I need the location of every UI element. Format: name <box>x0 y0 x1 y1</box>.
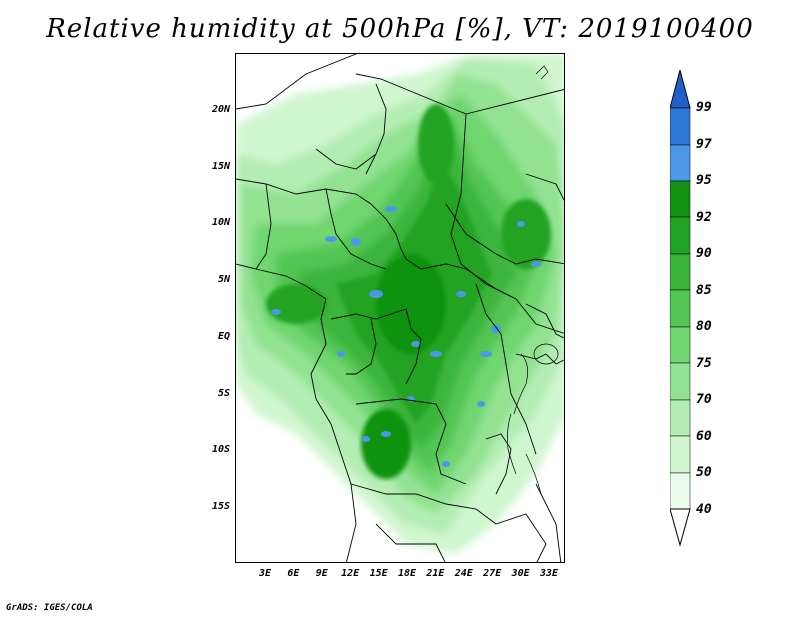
lon-tick-label: 3E <box>258 568 272 579</box>
lon-tick-label: 9E <box>315 568 328 579</box>
colorbar-band-75-80 <box>670 326 691 364</box>
lon-tick-label: 18E <box>397 568 417 579</box>
colorbar-band-60-70 <box>670 399 691 437</box>
colorbar-band-50-60 <box>670 435 691 474</box>
colorbar-arrow-bottom <box>670 508 691 547</box>
lon-tick-label: 30E <box>511 568 530 579</box>
lon-tick-label: 12E <box>341 568 360 579</box>
rh-shade-90 <box>501 199 551 269</box>
lat-tick-label: 10S <box>211 444 230 456</box>
lake-outlines <box>507 65 559 495</box>
lat-tick-label: 15N <box>211 160 230 172</box>
colorbar-level-label: 70 <box>696 392 712 407</box>
colorbar-band-70-75 <box>670 362 691 401</box>
colorbar-level-label: 75 <box>696 355 712 371</box>
lon-tick-label: 6E <box>287 568 300 579</box>
colorbar-level-label: 97 <box>696 136 712 152</box>
colorbar-band-97-99 <box>670 107 691 146</box>
colorbar-level-label: 50 <box>696 465 712 480</box>
colorbar-band-90-92 <box>670 216 691 255</box>
colorbar-level-label: 92 <box>696 209 712 225</box>
rh-shade-92 <box>361 409 411 479</box>
colorbar-level-label: 85 <box>696 282 712 298</box>
humidity-field <box>236 54 564 562</box>
lat-tick-label: 15S <box>211 500 230 512</box>
colorbar-level-label: 99 <box>696 100 712 115</box>
rh-shade-90 <box>418 104 454 184</box>
rh-shade-92 <box>376 254 446 354</box>
colorbar-level-label: 80 <box>696 319 712 334</box>
colorbar-arrow-top <box>670 70 691 109</box>
map-title: Relative humidity at 500hPa [%], VT: 201… <box>46 14 754 44</box>
lat-tick-label: 5S <box>217 387 230 399</box>
colorbar-band-85-90 <box>670 253 691 291</box>
lon-tick-label: 24E <box>454 568 473 579</box>
colorbar-level-label: 95 <box>696 173 712 188</box>
lon-tick-label: 33E <box>539 568 559 579</box>
colorbar-band-92-95 <box>670 180 691 218</box>
rh-shade-90 <box>266 284 326 324</box>
map-panel <box>235 53 565 563</box>
lat-tick-label: 10N <box>211 217 230 229</box>
colorbar-level-label: 60 <box>696 428 712 444</box>
colorbar-level-label: 40 <box>696 501 712 517</box>
colorbar <box>670 70 691 547</box>
lat-tick-label: 5N <box>217 274 230 286</box>
country-borders <box>236 54 564 562</box>
lat-tick-label: EQ <box>217 330 230 342</box>
colorbar-band-95-97 <box>670 144 691 182</box>
lon-tick-label: 21E <box>426 568 445 579</box>
colorbar-band-40-50 <box>670 472 691 510</box>
lon-tick-label: 27E <box>483 568 502 579</box>
colorbar-band-80-85 <box>670 289 691 328</box>
lon-tick-label: 15E <box>369 568 388 579</box>
lat-tick-label: 20N <box>211 104 230 115</box>
colorbar-level-label: 90 <box>696 246 712 261</box>
grads-credit: GrADS: IGES/COLA <box>6 603 93 613</box>
